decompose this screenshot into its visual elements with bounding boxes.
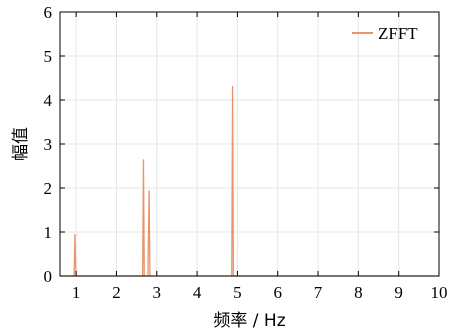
- y-tick-label: 3: [44, 135, 53, 154]
- x-tick-label: 7: [314, 283, 323, 302]
- x-tick-label: 6: [273, 283, 282, 302]
- legend: ZFFT: [352, 24, 418, 43]
- y-tick-label: 5: [44, 47, 53, 66]
- x-tick-label: 5: [233, 283, 242, 302]
- x-tick-label: 2: [112, 283, 121, 302]
- x-tick-label: 3: [153, 283, 162, 302]
- y-tick-label: 4: [44, 91, 53, 110]
- y-tick-label: 2: [44, 179, 53, 198]
- axis-ticks: [60, 11, 440, 277]
- legend-label-zfft: ZFFT: [378, 24, 418, 43]
- x-tick-label: 9: [394, 283, 403, 302]
- y-tick-label: 1: [44, 223, 53, 242]
- x-tick-label: 8: [354, 283, 363, 302]
- y-axis-label: 幅值: [11, 127, 31, 161]
- y-tick-label: 0: [44, 267, 53, 286]
- x-axis-label: 频率 / Hz: [213, 311, 285, 331]
- grid: [60, 12, 440, 276]
- x-tick-labels: 1 2 3 4 5 6 7 8 9 10: [72, 283, 448, 302]
- x-tick-label: 4: [193, 283, 202, 302]
- y-tick-label: 6: [44, 3, 53, 22]
- y-tick-labels: 0 1 2 3 4 5 6: [44, 3, 53, 286]
- x-tick-label: 10: [431, 283, 448, 302]
- x-tick-label: 1: [72, 283, 81, 302]
